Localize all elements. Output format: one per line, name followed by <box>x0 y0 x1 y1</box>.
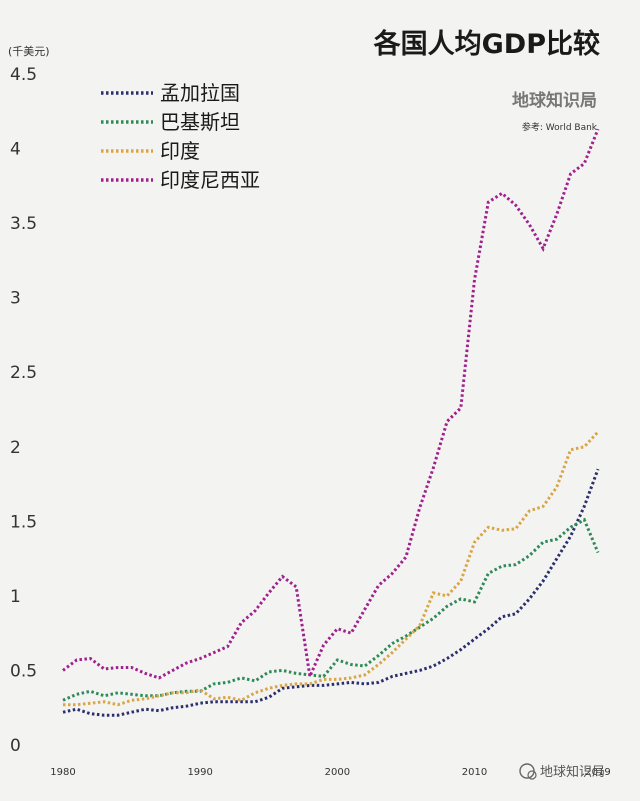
y-unit-label: (千美元) <box>8 45 50 58</box>
legend-label-0: 孟加拉国 <box>160 81 240 105</box>
series-line-2 <box>63 430 600 707</box>
x-tick-label: 1980 <box>50 767 75 778</box>
y-tick-label: 1.5 <box>10 512 37 532</box>
series-line-3 <box>62 128 600 682</box>
x-tick-label: 2000 <box>325 767 350 778</box>
source-label: 参考: World Bank <box>522 121 598 133</box>
legend-label-1: 巴基斯坦 <box>160 110 240 134</box>
y-tick-label: 0.5 <box>10 661 37 681</box>
y-tick-label: 0 <box>10 736 21 756</box>
wechat-icon-dot <box>527 770 537 780</box>
x-tick-label: 2010 <box>462 767 487 778</box>
y-tick-label: 3 <box>10 289 21 309</box>
series-line-0 <box>62 468 600 717</box>
legend-label-3: 印度尼西亚 <box>160 168 260 192</box>
x-tick-label: 1990 <box>187 767 212 778</box>
x-tick-label: 2019 <box>585 767 610 778</box>
watermark: 地球知识局 <box>519 763 605 780</box>
y-tick-label: 4 <box>10 140 21 160</box>
chart-title: 各国人均GDP比较 <box>373 28 600 60</box>
x-axis: 1980 1990 2000 2010 2019 <box>50 767 610 778</box>
y-tick-label: 3.5 <box>10 214 37 234</box>
y-tick-label: 1 <box>10 587 21 607</box>
y-axis: 0 0.5 1 1.5 2 2.5 3 3.5 4 4.5 <box>10 65 37 756</box>
brand-label: 地球知识局 <box>512 90 597 111</box>
series-lines <box>62 128 600 717</box>
y-tick-label: 2.5 <box>10 363 37 383</box>
legend-label-2: 印度 <box>160 139 200 163</box>
y-tick-label: 4.5 <box>10 65 37 85</box>
watermark-text: 地球知识局 <box>540 764 605 780</box>
y-tick-label: 2 <box>10 438 21 458</box>
